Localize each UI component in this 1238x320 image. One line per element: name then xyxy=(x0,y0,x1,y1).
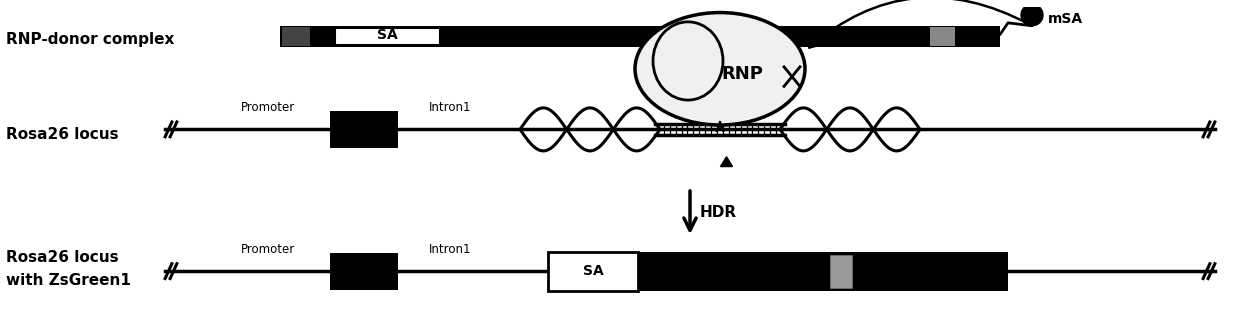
Bar xyxy=(331,252,397,290)
Bar xyxy=(280,26,1000,47)
Text: SA: SA xyxy=(378,28,397,42)
Bar xyxy=(831,254,853,288)
Ellipse shape xyxy=(652,22,723,100)
Ellipse shape xyxy=(635,12,805,125)
Circle shape xyxy=(1021,4,1042,26)
Polygon shape xyxy=(721,157,733,166)
Bar xyxy=(331,111,397,148)
Text: Promoter: Promoter xyxy=(241,101,295,114)
Text: RNP-donor complex: RNP-donor complex xyxy=(6,32,175,47)
Text: mSA: mSA xyxy=(1049,12,1083,26)
Text: SA: SA xyxy=(583,264,603,278)
Bar xyxy=(282,27,310,46)
Text: Intron1: Intron1 xyxy=(428,243,472,256)
Text: Rosa26 locus: Rosa26 locus xyxy=(6,127,119,142)
Text: HDR: HDR xyxy=(699,205,737,220)
Text: RNP: RNP xyxy=(721,65,763,83)
Text: Intron1: Intron1 xyxy=(428,101,472,114)
Text: Rosa26 locus: Rosa26 locus xyxy=(6,250,119,265)
Bar xyxy=(335,28,439,45)
Bar xyxy=(638,252,1008,291)
Bar xyxy=(930,27,954,46)
Text: Promoter: Promoter xyxy=(241,243,295,256)
Bar xyxy=(548,252,638,291)
Text: with ZsGreen1: with ZsGreen1 xyxy=(6,273,131,288)
